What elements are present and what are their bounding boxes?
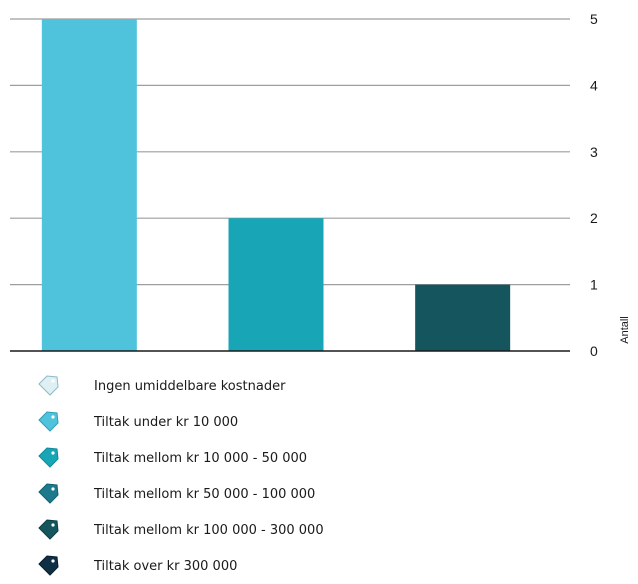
tag-icon: [30, 407, 66, 437]
legend: Ingen umiddelbare kostnader Tiltak under…: [30, 368, 450, 584]
tag-icon: [30, 551, 66, 581]
legend-item: Tiltak mellom kr 100 000 - 300 000: [30, 512, 450, 548]
tag-icon: [30, 515, 66, 545]
legend-label: Tiltak mellom kr 50 000 - 100 000: [94, 486, 316, 502]
legend-label: Tiltak over kr 300 000: [94, 558, 238, 574]
y-tick-label: 1: [590, 277, 598, 293]
tag-icon: [30, 443, 66, 473]
bars: [41, 19, 511, 351]
legend-label: Tiltak mellom kr 100 000 - 300 000: [94, 522, 324, 538]
bar: [228, 218, 324, 351]
y-tick-label: 2: [590, 210, 598, 226]
legend-item: Tiltak under kr 10 000: [30, 404, 450, 440]
bar: [41, 19, 137, 351]
bar-chart: 0 1 2 3 4 5 Antall: [10, 11, 631, 359]
tag-icon: [30, 479, 66, 509]
tag-icon: [30, 371, 66, 401]
bar: [415, 284, 511, 351]
y-tick-label: 4: [590, 77, 598, 93]
y-tick-label: 3: [590, 144, 598, 160]
legend-item: Tiltak mellom kr 10 000 - 50 000: [30, 440, 450, 476]
y-axis-ticks: 0 1 2 3 4 5: [590, 11, 598, 359]
legend-label: Ingen umiddelbare kostnader: [94, 378, 286, 394]
legend-item: Ingen umiddelbare kostnader: [30, 368, 450, 404]
legend-item: Tiltak mellom kr 50 000 - 100 000: [30, 476, 450, 512]
legend-label: Tiltak mellom kr 10 000 - 50 000: [94, 450, 308, 466]
legend-label: Tiltak under kr 10 000: [94, 414, 239, 430]
legend-item: Tiltak over kr 300 000: [30, 548, 450, 584]
y-tick-label: 0: [590, 343, 598, 359]
y-axis-title: Antall: [619, 316, 631, 344]
y-tick-label: 5: [590, 11, 598, 27]
